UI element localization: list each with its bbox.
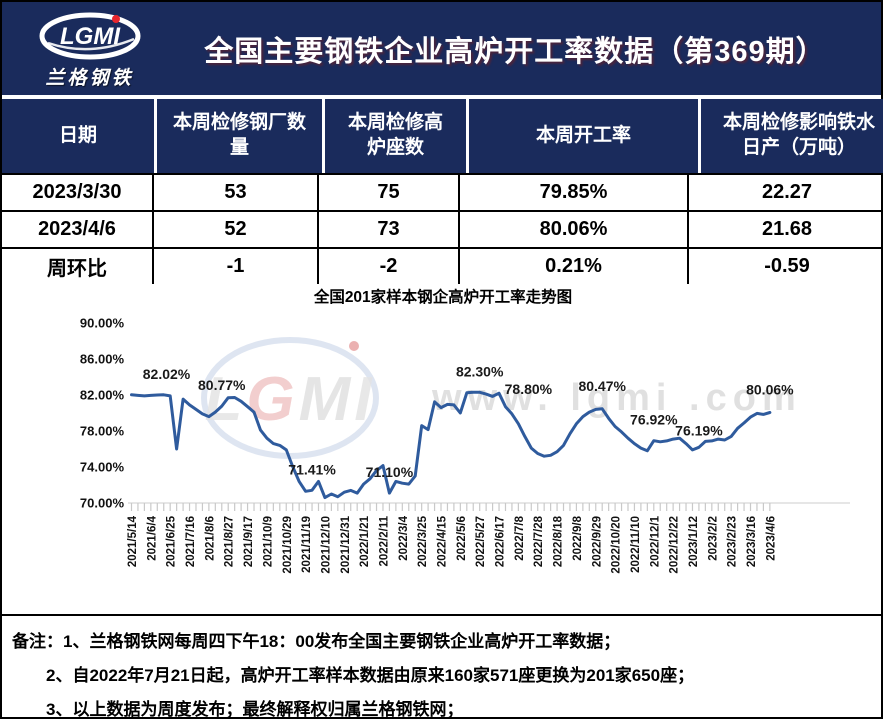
cell-plants: 53: [154, 175, 319, 210]
table-row: 2023/4/6 52 73 80.06% 21.68: [2, 210, 881, 247]
note-line-2: 2、自2022年7月21日起，高炉开工率样本数据由原来160家571座更换为20…: [46, 666, 695, 685]
header-divider: [2, 95, 881, 99]
svg-text:2021/9/17: 2021/9/17: [243, 516, 255, 567]
svg-text:2021/12/31: 2021/12/31: [340, 515, 352, 573]
svg-text:2022/9/8: 2022/9/8: [572, 515, 584, 560]
page-title: 全国主要钢铁企业高炉开工率数据（第369期）: [204, 35, 826, 68]
col-header-operating-rate: 本周开工率: [469, 99, 698, 173]
svg-text:80.06%: 80.06%: [746, 381, 794, 397]
cell-date: 2023/4/6: [2, 212, 154, 247]
header-bar: LGMI 兰格钢铁 全国主要钢铁企业高炉开工率数据（第369期）: [2, 2, 881, 95]
cell-impact: -0.59: [764, 255, 810, 277]
cell-plants: 52: [154, 212, 319, 247]
svg-text:2022/6/17: 2022/6/17: [495, 516, 507, 567]
svg-text:82.30%: 82.30%: [456, 363, 504, 379]
cell-impact: 22.27: [761, 181, 813, 203]
svg-text:2022/10/20: 2022/10/20: [611, 516, 623, 574]
svg-text:2023/4/6: 2023/4/6: [765, 516, 777, 561]
col-header-hot-metal-impact: 本周检修影响铁水日产（万吨）: [701, 99, 883, 173]
svg-text:71.41%: 71.41%: [288, 461, 336, 477]
svg-text:2022/3/25: 2022/3/25: [417, 515, 429, 567]
svg-text:2021/6/25: 2021/6/25: [166, 515, 178, 567]
svg-text:2022/7/8: 2022/7/8: [514, 515, 526, 560]
svg-text:2022/5/6: 2022/5/6: [456, 516, 468, 561]
cell-furnaces: -2: [319, 249, 460, 284]
cell-furnaces: 75: [319, 175, 460, 210]
svg-text:2023/3/16: 2023/3/16: [746, 516, 758, 567]
logo-red-dot-icon: [111, 15, 120, 23]
svg-text:2022/8/18: 2022/8/18: [553, 515, 565, 567]
svg-text:70.00%: 70.00%: [80, 496, 125, 511]
cell-rate: 0.21%: [460, 249, 689, 284]
svg-text:78.80%: 78.80%: [505, 381, 553, 397]
trend-chart: LGMI www. lgmi .com 全国201家样本钢企高炉开工率走势图 90.0…: [2, 284, 881, 614]
svg-text:2022/12/1: 2022/12/1: [649, 515, 661, 567]
table-header-row: 日期 本周检修钢厂数量 本周检修高炉座数 本周开工率 本周检修影响铁水日产（万吨…: [2, 99, 883, 173]
svg-text:2021/10/29: 2021/10/29: [282, 516, 294, 574]
svg-text:2021/7/16: 2021/7/16: [185, 516, 197, 567]
notes-section: 备注：1、兰格钢铁网每周四下午18：00发布全国主要钢铁企业高炉开工率数据； 2…: [2, 614, 881, 727]
svg-text:2022/1/21: 2022/1/21: [359, 515, 371, 567]
svg-text:2022/11/10: 2022/11/10: [630, 516, 642, 573]
svg-text:90.00%: 90.00%: [80, 316, 125, 331]
svg-text:76.92%: 76.92%: [630, 412, 678, 428]
svg-text:2022/7/28: 2022/7/28: [533, 515, 545, 567]
cell-date: 2023/3/30: [2, 175, 154, 210]
cell-furnaces: 73: [319, 212, 460, 247]
col-header-date: 日期: [2, 99, 154, 173]
svg-text:www. lgmi .com: www. lgmi .com: [431, 377, 802, 419]
svg-text:LGMI: LGMI: [205, 365, 376, 434]
chart-svg: LGMI www. lgmi .com 全国201家样本钢企高炉开工率走势图 90.0…: [80, 287, 850, 574]
svg-text:78.00%: 78.00%: [80, 424, 125, 439]
logo-text: LGMI: [60, 23, 121, 50]
svg-text:2023/2/23: 2023/2/23: [727, 516, 739, 567]
svg-text:2022/3/4: 2022/3/4: [398, 515, 410, 560]
svg-text:2021/5/14: 2021/5/14: [127, 515, 139, 567]
svg-text:2023/1/12: 2023/1/12: [688, 516, 700, 567]
table-row-week-on-week: 周环比 -1 -2 0.21% -0.59: [2, 247, 881, 284]
svg-text:2022/5/27: 2022/5/27: [475, 516, 487, 567]
svg-text:全国201家样本钢企高炉开工率走势图: 全国201家样本钢企高炉开工率走势图: [313, 287, 572, 306]
svg-text:2021/8/6: 2021/8/6: [204, 516, 216, 561]
svg-text:2021/11/19: 2021/11/19: [301, 516, 313, 573]
svg-text:2021/10/9: 2021/10/9: [262, 516, 274, 567]
svg-text:80.47%: 80.47%: [578, 378, 626, 394]
col-header-furnaces-overhaul: 本周检修高炉座数: [325, 99, 466, 173]
lgmi-logo: LGMI 兰格钢铁: [2, 7, 177, 90]
svg-text:86.00%: 86.00%: [80, 352, 125, 367]
notes-prefix: 备注：: [12, 632, 63, 651]
svg-text:2023/2/2: 2023/2/2: [707, 516, 719, 561]
cell-date: 周环比: [2, 249, 154, 284]
svg-text:82.00%: 82.00%: [80, 388, 125, 403]
cell-impact: 21.68: [761, 218, 813, 240]
svg-text:76.19%: 76.19%: [675, 422, 723, 438]
logo-subtext: 兰格钢铁: [45, 68, 134, 89]
svg-text:71.10%: 71.10%: [366, 464, 414, 480]
note-line-3: 3、以上数据为周度发布；最终解释权归属兰格钢铁网；: [46, 700, 464, 719]
svg-text:2022/4/15: 2022/4/15: [437, 515, 449, 567]
table-row: 2023/3/30 53 75 79.85% 22.27: [2, 173, 881, 210]
svg-text:2021/8/27: 2021/8/27: [224, 516, 236, 567]
svg-text:2021/12/10: 2021/12/10: [320, 516, 332, 574]
cell-rate: 79.85%: [460, 175, 689, 210]
note-text-1: 1、兰格钢铁网每周四下午18：00发布全国主要钢铁企业高炉开工率数据；: [63, 632, 621, 651]
svg-text:2022/2/11: 2022/2/11: [378, 515, 390, 566]
svg-text:80.77%: 80.77%: [198, 377, 246, 393]
svg-text:74.00%: 74.00%: [80, 460, 125, 475]
logo-ellipse-icon: LGMI: [38, 11, 142, 61]
col-header-plants-overhaul: 本周检修钢厂数量: [157, 99, 322, 173]
svg-text:82.02%: 82.02%: [143, 366, 191, 382]
cell-plants: -1: [154, 249, 319, 284]
svg-text:2021/6/4: 2021/6/4: [146, 515, 158, 560]
note-line-1: 备注：1、兰格钢铁网每周四下午18：00发布全国主要钢铁企业高炉开工率数据；: [12, 625, 871, 659]
svg-text:2022/12/22: 2022/12/22: [669, 516, 681, 574]
svg-text:2022/9/29: 2022/9/29: [591, 516, 603, 567]
cell-rate: 80.06%: [460, 212, 689, 247]
